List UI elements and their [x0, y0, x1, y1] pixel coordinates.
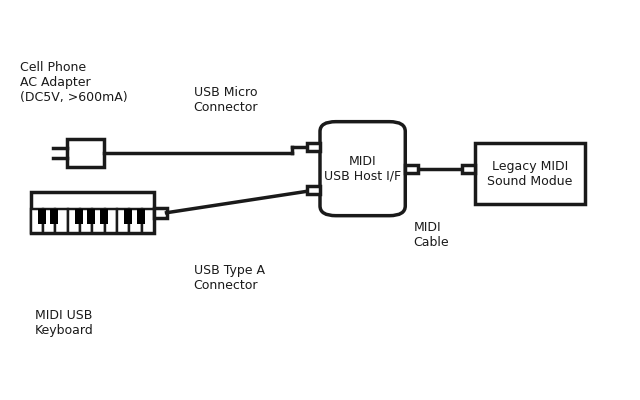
Bar: [475, 143, 586, 204]
FancyBboxPatch shape: [320, 122, 405, 216]
Text: MIDI
Cable: MIDI Cable: [413, 221, 449, 249]
Bar: [67, 139, 104, 167]
Bar: [129, 210, 141, 233]
Bar: [75, 210, 83, 224]
Bar: [124, 210, 132, 224]
Bar: [405, 165, 418, 172]
Text: MIDI USB
Keyboard: MIDI USB Keyboard: [35, 309, 93, 337]
Bar: [462, 165, 475, 172]
Bar: [68, 210, 80, 233]
Bar: [55, 210, 68, 233]
Bar: [154, 208, 166, 218]
Bar: [31, 192, 154, 233]
Bar: [104, 210, 117, 233]
Text: USB Type A
Connector: USB Type A Connector: [194, 264, 265, 292]
Bar: [51, 210, 58, 224]
Bar: [136, 210, 145, 224]
Text: Cell Phone
AC Adapter
(DC5V, >600mA): Cell Phone AC Adapter (DC5V, >600mA): [20, 61, 127, 104]
Bar: [100, 210, 108, 224]
Bar: [38, 210, 46, 224]
Bar: [80, 210, 92, 233]
Bar: [87, 210, 95, 224]
Bar: [117, 210, 129, 233]
Text: USB Micro
Connector: USB Micro Connector: [194, 86, 258, 114]
Text: MIDI
USB Host I/F: MIDI USB Host I/F: [324, 155, 401, 183]
Bar: [31, 210, 43, 233]
Text: Legacy MIDI
Sound Modue: Legacy MIDI Sound Modue: [487, 160, 573, 188]
Bar: [307, 186, 320, 194]
Bar: [141, 210, 154, 233]
Bar: [43, 210, 55, 233]
Bar: [92, 210, 104, 233]
Bar: [307, 143, 320, 151]
